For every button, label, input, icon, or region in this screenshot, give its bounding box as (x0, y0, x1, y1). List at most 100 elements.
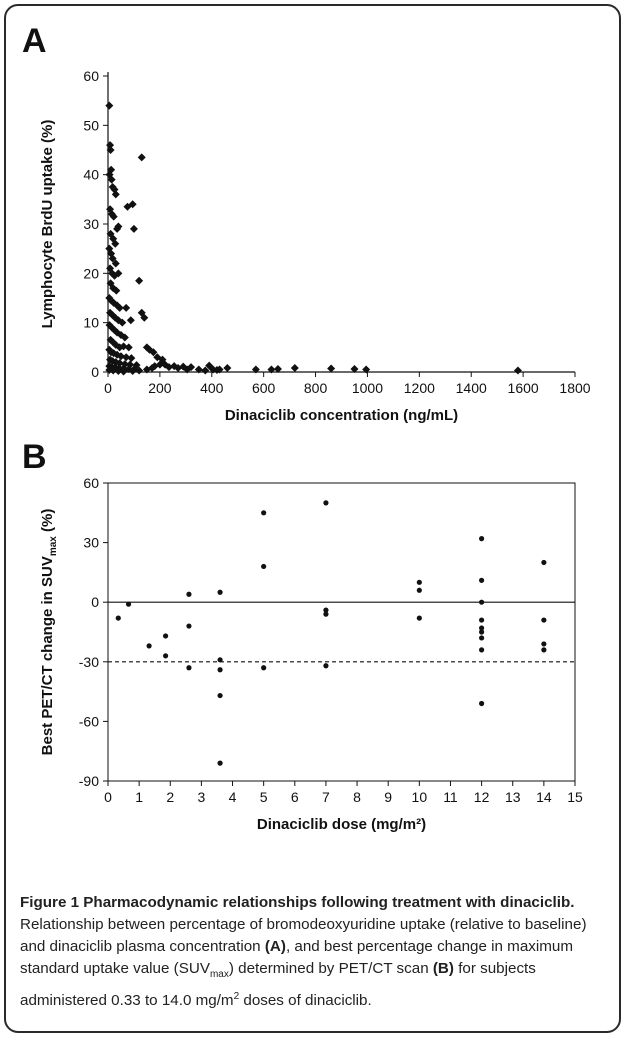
a-x-tick-label: 0 (104, 380, 112, 396)
panel-b-y-axis-title-sub: max (48, 536, 59, 556)
a-data-point (290, 364, 299, 373)
a-data-point (142, 365, 151, 374)
b-y-tick-label: -30 (79, 654, 99, 670)
b-data-point (479, 700, 485, 707)
caption-text-4: for subjects administered 0.33 to 14.0 m… (20, 960, 536, 1010)
b-data-point (479, 635, 485, 641)
panel-b-reference-lines (108, 601, 575, 663)
a-data-point (135, 366, 144, 375)
caption-figure-label: Figure 1 Pharmacodynamic relationships f… (20, 894, 575, 911)
a-data-point (106, 141, 115, 150)
a-data-point (115, 359, 124, 368)
a-data-point (114, 269, 123, 278)
b-x-tick-label: 6 (291, 789, 299, 805)
b-data-point (479, 599, 485, 605)
a-y-tick-label: 20 (83, 265, 99, 281)
a-x-tick-label: 800 (304, 380, 328, 396)
panel-b-y-axis-title: Best PET/CT change in SUVmax (%) (39, 509, 59, 756)
a-data-point (149, 348, 158, 357)
b-data-point (162, 633, 169, 639)
caption-text-2: , and best percentage change in maximum … (20, 938, 573, 977)
b-data-point (479, 577, 485, 583)
a-x-tick-label: 1800 (559, 380, 590, 396)
figure-caption: Figure 1 Pharmacodynamic relationships f… (20, 892, 615, 1012)
b-y-tick-label: 30 (83, 535, 99, 551)
a-data-point (513, 366, 522, 375)
a-data-point (129, 224, 138, 233)
caption-text-1: Relationship between percentage of bromo… (20, 916, 587, 955)
b-data-point (479, 536, 485, 542)
a-data-point (109, 366, 118, 375)
a-data-point (140, 313, 149, 322)
b-data-point (479, 629, 485, 635)
a-x-tick-label: 600 (252, 380, 276, 396)
a-data-point (124, 343, 133, 352)
a-y-tick-label: 0 (91, 364, 99, 380)
caption-text-3: ) determined by PET/CT scan (228, 960, 433, 977)
a-data-point (120, 333, 129, 342)
caption-ref-b: (B) (432, 960, 454, 977)
b-data-point (186, 591, 192, 597)
panel-a-points (105, 101, 522, 376)
b-x-tick-label: 4 (229, 789, 237, 805)
panel-b-points (115, 500, 547, 766)
a-data-point (251, 365, 260, 374)
a-data-point (194, 365, 203, 374)
b-data-point (416, 587, 422, 593)
b-data-point (186, 665, 192, 671)
b-x-tick-label: 10 (412, 789, 428, 805)
a-data-point (128, 200, 137, 209)
b-y-tick-label: -60 (79, 713, 99, 729)
a-data-point (127, 354, 136, 363)
b-x-tick-label: 9 (384, 789, 392, 805)
b-data-point (186, 623, 192, 629)
b-x-tick-label: 7 (322, 789, 330, 805)
a-data-point (112, 286, 121, 295)
b-data-point (217, 667, 223, 673)
a-y-tick-label: 40 (83, 167, 99, 183)
b-data-point (261, 563, 267, 570)
a-data-point (106, 146, 115, 154)
b-x-tick-label: 12 (474, 789, 490, 805)
a-data-point (267, 365, 276, 374)
b-data-point (541, 559, 547, 566)
panel-b-y-axis-title-unit: (%) (39, 509, 56, 537)
a-data-point (350, 365, 359, 374)
a-data-point (114, 222, 123, 231)
b-x-tick-label: 0 (104, 789, 112, 805)
panel-a-letter: A (22, 22, 47, 60)
a-data-point (128, 367, 137, 376)
b-data-point (416, 615, 422, 621)
a-data-point (111, 239, 120, 248)
b-x-tick-label: 5 (260, 789, 268, 805)
a-data-point (105, 101, 114, 110)
a-data-point (164, 363, 173, 372)
a-data-point (215, 365, 224, 374)
b-x-tick-label: 2 (166, 789, 174, 805)
a-data-point (115, 303, 124, 312)
a-data-point (187, 363, 196, 372)
panel-b-y-axis-title-main: Best PET/CT change in SUV (39, 556, 56, 755)
a-x-tick-label: 1000 (352, 380, 383, 396)
b-y-tick-label: 60 (83, 475, 99, 491)
b-data-point (416, 579, 422, 585)
a-y-tick-label: 30 (83, 216, 99, 232)
b-data-point (541, 641, 547, 647)
a-data-point (362, 365, 371, 374)
b-data-point (541, 647, 547, 653)
a-data-point (108, 254, 117, 263)
b-data-point (323, 663, 329, 669)
b-x-tick-label: 3 (198, 789, 206, 805)
b-data-point (479, 617, 485, 623)
b-x-tick-label: 1 (135, 789, 143, 805)
b-x-tick-label: 8 (353, 789, 361, 805)
a-x-tick-label: 1200 (404, 380, 435, 396)
a-data-point (273, 365, 282, 374)
a-x-tick-label: 1600 (508, 380, 539, 396)
b-plot-frame (107, 482, 576, 782)
b-data-point (217, 692, 223, 699)
